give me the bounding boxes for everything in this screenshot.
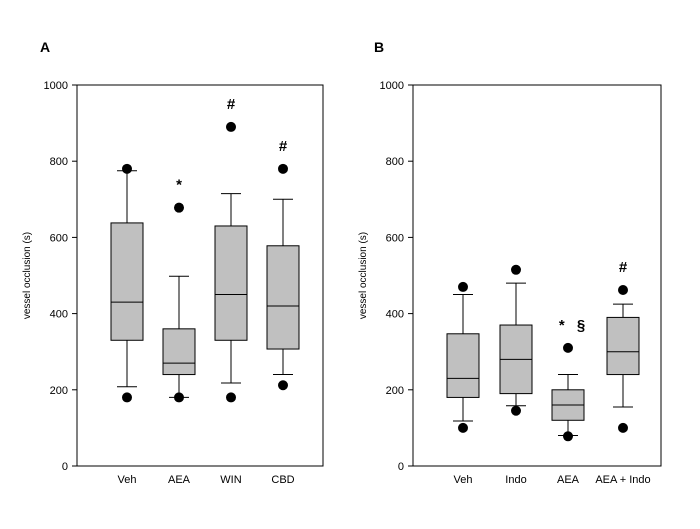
y-tick-label: 0 <box>398 461 404 473</box>
plot-frame <box>412 84 662 467</box>
outlier-point <box>174 392 184 403</box>
significance-annotation: # <box>619 259 628 276</box>
outlier-point <box>174 202 184 213</box>
x-category-label: WIN <box>220 474 241 486</box>
plot-frame <box>76 84 324 467</box>
outlier-point <box>122 163 132 174</box>
y-axis-label: vessel occlusion (s) <box>358 232 369 319</box>
y-axis-label: vessel occlusion (s) <box>22 232 33 319</box>
box-group-veh: Veh <box>446 281 480 486</box>
outlier-point <box>511 405 521 416</box>
significance-annotation: # <box>227 96 236 113</box>
outlier-point <box>278 380 288 391</box>
x-category-label: AEA <box>168 474 191 486</box>
panel-a: A 0 200 400 600 800 1000 vessel occlusion (s) Ve… <box>22 39 324 486</box>
outlier-point <box>618 284 628 295</box>
x-category-label: AEA <box>557 474 580 486</box>
box-iqr <box>110 222 144 341</box>
box-group-win: # WIN <box>214 96 248 486</box>
x-category-label: AEA + Indo <box>595 474 650 486</box>
box-group-cbd: # CBD <box>266 138 300 486</box>
box-group-aea-indo: # AEA + Indo <box>595 259 650 486</box>
x-category-label: CBD <box>271 474 294 486</box>
box-group-veh: Veh <box>110 163 144 486</box>
box-group-indo: Indo <box>499 264 533 486</box>
box-iqr <box>606 316 640 376</box>
significance-annotation: * <box>176 177 182 194</box>
outlier-point <box>618 422 628 433</box>
significance-annotation: # <box>279 138 288 155</box>
y-tick-label: 800 <box>50 156 68 168</box>
significance-annotation: * § <box>559 317 589 334</box>
y-tick-label: 600 <box>50 232 68 244</box>
y-tick-label: 1000 <box>44 80 68 92</box>
panel-label: B <box>374 39 384 55</box>
x-category-label: Indo <box>505 474 526 486</box>
y-tick-label: 600 <box>386 232 404 244</box>
y-tick-label: 200 <box>50 385 68 397</box>
y-tick-label: 200 <box>386 385 404 397</box>
y-tick-label: 400 <box>386 309 404 321</box>
outlier-point <box>563 431 573 442</box>
y-tick-label: 0 <box>62 461 68 473</box>
outlier-point <box>458 422 468 433</box>
box-group-aea: * § AEA <box>551 317 589 486</box>
y-tick-label: 400 <box>50 309 68 321</box>
outlier-point <box>226 121 236 132</box>
outlier-point <box>511 264 521 275</box>
box-iqr <box>214 225 248 341</box>
outlier-point <box>226 392 236 403</box>
panel-b: B 0 200 400 600 800 1000 vessel occlusion (s) Ve… <box>358 39 662 486</box>
panel-label: A <box>40 39 50 55</box>
x-category-label: Veh <box>454 474 473 486</box>
y-tick-label: 800 <box>386 156 404 168</box>
box-iqr <box>446 333 480 398</box>
outlier-point <box>122 392 132 403</box>
box-iqr <box>266 245 300 350</box>
x-category-label: Veh <box>118 474 137 486</box>
box-group-aea: * AEA <box>162 177 196 486</box>
y-tick-label: 1000 <box>380 80 404 92</box>
box-iqr <box>162 328 196 376</box>
outlier-point <box>563 342 573 353</box>
outlier-point <box>458 281 468 292</box>
outlier-point <box>278 163 288 174</box>
